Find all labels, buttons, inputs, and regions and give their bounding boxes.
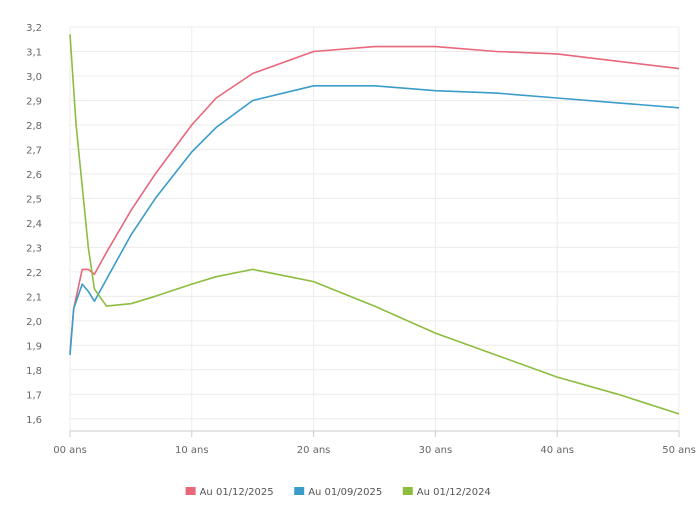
x-tick-label: 50 ans xyxy=(662,445,696,456)
legend-item[interactable]: Au 01/12/2024 xyxy=(402,487,491,498)
y-tick-label: 2,4 xyxy=(26,219,42,230)
legend-swatch xyxy=(294,487,305,495)
x-tick-label: 30 ans xyxy=(419,445,453,456)
y-tick-label: 2,2 xyxy=(26,268,42,279)
x-tick-label: 20 ans xyxy=(297,445,331,456)
x-tick-label: 40 ans xyxy=(540,445,574,456)
axes: 1,6 1,7 1,8 1,9 2,0 2,1 2,2 2,3 2,4 2,5 2,6 2,7 2,8 2… xyxy=(26,23,696,456)
legend-item[interactable]: Au 01/12/2025 xyxy=(185,487,274,498)
y-tick-label: 2,5 xyxy=(26,194,42,205)
y-tick-label: 3,2 xyxy=(26,23,42,34)
legend[interactable]: Au 01/12/2025 Au 01/09/2025 Au 01/12/2024 xyxy=(185,487,491,498)
y-tick-label: 2,1 xyxy=(26,292,42,303)
x-tick-label: 10 ans xyxy=(175,445,209,456)
series-lines xyxy=(69,34,680,415)
legend-label: Au 01/09/2025 xyxy=(308,487,382,498)
y-tick-label: 1,6 xyxy=(26,415,42,426)
legend-label: Au 01/12/2024 xyxy=(417,487,491,498)
y-tick-label: 2,3 xyxy=(26,243,42,254)
y-tick-label: 3,1 xyxy=(26,47,42,58)
legend-swatch xyxy=(185,487,196,495)
y-tick-label: 2,8 xyxy=(26,121,42,132)
y-tick-label: 3,0 xyxy=(26,72,42,83)
series-line-1[interactable] xyxy=(69,45,680,353)
legend-swatch xyxy=(402,487,413,495)
y-tick-label: 2,9 xyxy=(26,96,42,107)
y-tick-label: 1,8 xyxy=(26,366,42,377)
legend-label: Au 01/12/2025 xyxy=(200,487,274,498)
x-tick-label: 00 ans xyxy=(53,445,87,456)
y-tick-label: 2,6 xyxy=(26,170,42,181)
series-line-2[interactable] xyxy=(69,85,680,356)
legend-item[interactable]: Au 01/09/2025 xyxy=(294,487,382,498)
grid xyxy=(69,26,680,431)
y-tick-label: 2,0 xyxy=(26,317,42,328)
y-tick-label: 1,7 xyxy=(26,390,42,401)
y-tick-label: 1,9 xyxy=(26,341,42,352)
y-tick-label: 2,7 xyxy=(26,145,42,156)
series-line-3[interactable] xyxy=(69,34,680,415)
